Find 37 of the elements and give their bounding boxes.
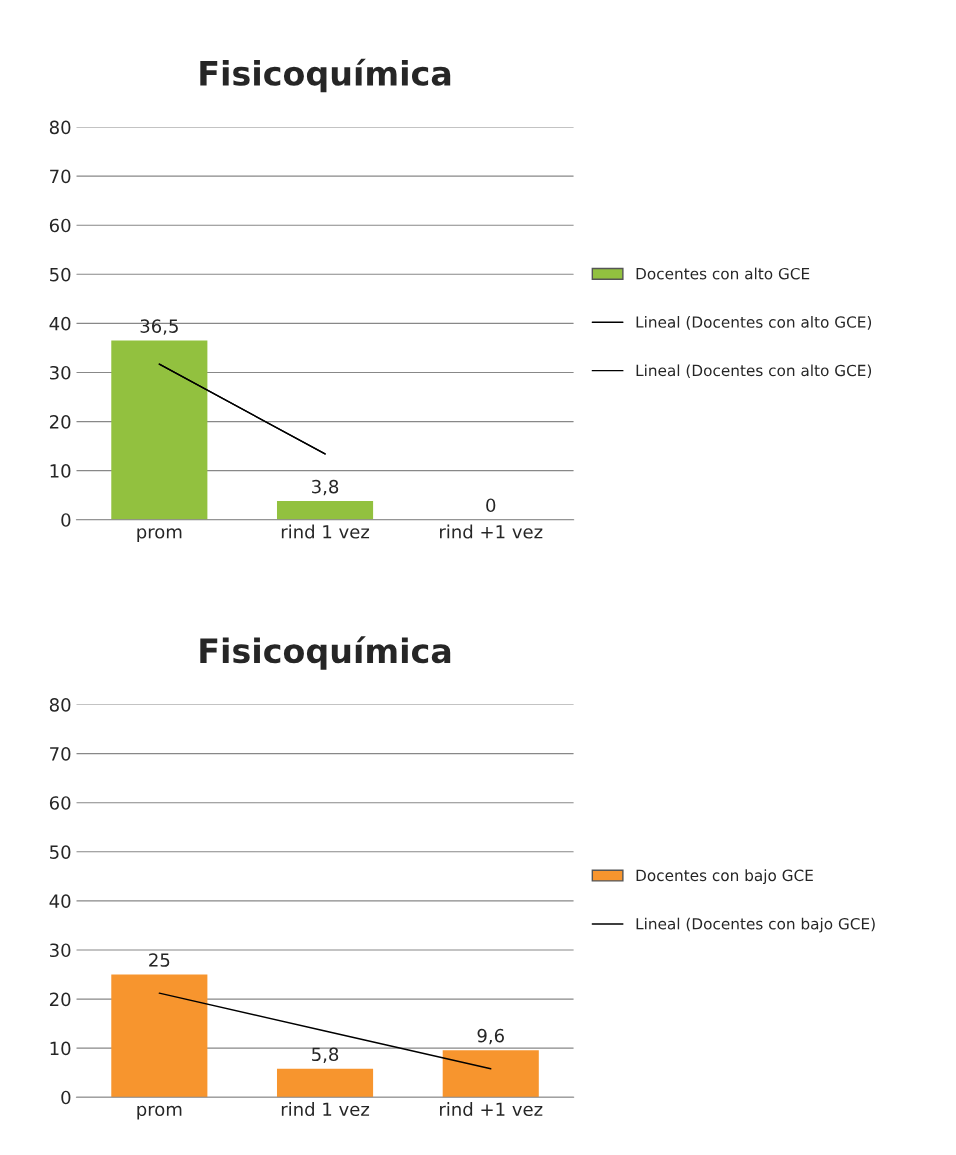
y-tick-label: 60: [49, 796, 71, 810]
y-tick-label: 80: [49, 120, 71, 135]
x-tick-label: prom: [137, 528, 182, 543]
y-tick-label: 30: [50, 365, 71, 380]
legend-label: Lineal (Docentes con alto GCE): [636, 364, 872, 379]
chart-title: Fisicoquímica: [200, 58, 451, 93]
y-tick-label: 50: [50, 267, 71, 282]
legend-label: Docentes con alto GCE: [636, 267, 810, 280]
data-label: 9,6: [477, 1028, 504, 1045]
x-tick-label: rind 1 vez: [281, 1102, 370, 1117]
data-label: 25: [149, 953, 170, 967]
y-tick-label: 0: [61, 513, 71, 527]
y-tick-label: 70: [50, 747, 71, 761]
y-tick-label: 40: [49, 316, 71, 331]
x-tick-label: prom: [137, 1105, 182, 1120]
y-tick-label: 20: [49, 992, 71, 1007]
y-tick-label: 40: [49, 894, 71, 909]
y-tick-label: 20: [49, 415, 71, 429]
data-label: 0: [486, 498, 496, 513]
y-tick-label: 50: [50, 845, 71, 859]
chart-title: Fisicoquímica: [200, 636, 451, 670]
legend-label: Docentes con bajo GCE: [636, 869, 813, 885]
data-label: 3,8: [312, 479, 339, 496]
y-tick-label: 60: [49, 218, 71, 233]
y-tick-label: 70: [50, 169, 71, 184]
data-label: 5,8: [312, 1047, 339, 1063]
x-tick-label: rind 1 vez: [281, 524, 370, 539]
x-tick-label: rind +1 vez: [440, 1102, 543, 1117]
x-tick-label: rind +1 vez: [440, 524, 543, 539]
legend-label: Lineal (Docentes con bajo GCE): [636, 917, 875, 933]
y-tick-label: 30: [50, 943, 71, 958]
data-label: 36,5: [140, 319, 178, 335]
y-tick-label: 10: [50, 464, 71, 478]
y-tick-label: 80: [49, 698, 71, 712]
y-tick-label: 0: [61, 1090, 71, 1105]
legend-label: Lineal (Docentes con alto GCE): [636, 316, 872, 330]
y-tick-label: 10: [50, 1041, 71, 1056]
